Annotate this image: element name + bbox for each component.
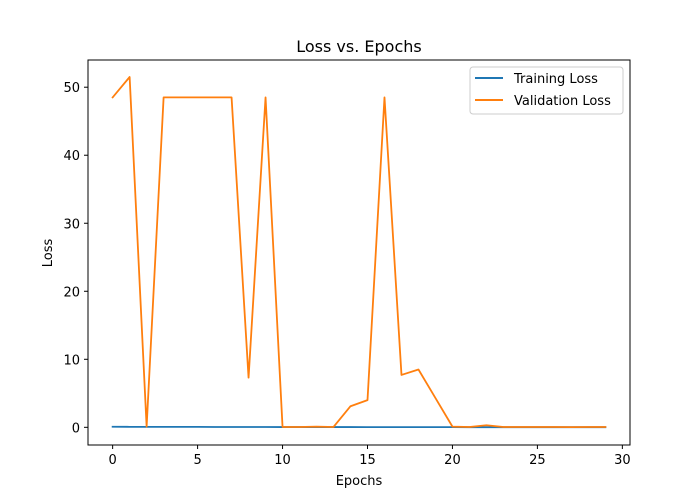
legend: Training Loss Validation Loss bbox=[470, 67, 623, 114]
x-tick-label: 25 bbox=[529, 453, 546, 468]
x-tick-label: 5 bbox=[193, 453, 201, 468]
y-tick-label: 30 bbox=[63, 217, 80, 232]
y-tick-label: 0 bbox=[72, 421, 80, 436]
y-tick-label: 40 bbox=[63, 149, 80, 164]
y-axis-label: Loss bbox=[41, 239, 56, 268]
y-tick-label: 50 bbox=[63, 81, 80, 96]
y-tick-label: 10 bbox=[63, 353, 80, 368]
x-tick-label: 0 bbox=[108, 453, 116, 468]
x-axis-label: Epochs bbox=[336, 474, 383, 489]
x-tick-label: 15 bbox=[359, 453, 376, 468]
x-tick-label: 30 bbox=[614, 453, 631, 468]
legend-label-training: Training Loss bbox=[513, 72, 598, 87]
x-tick-label: 20 bbox=[444, 453, 461, 468]
legend-label-validation: Validation Loss bbox=[514, 94, 611, 109]
y-tick-label: 20 bbox=[63, 285, 80, 300]
x-tick-label: 10 bbox=[274, 453, 291, 468]
chart-title: Loss vs. Epochs bbox=[296, 37, 421, 56]
